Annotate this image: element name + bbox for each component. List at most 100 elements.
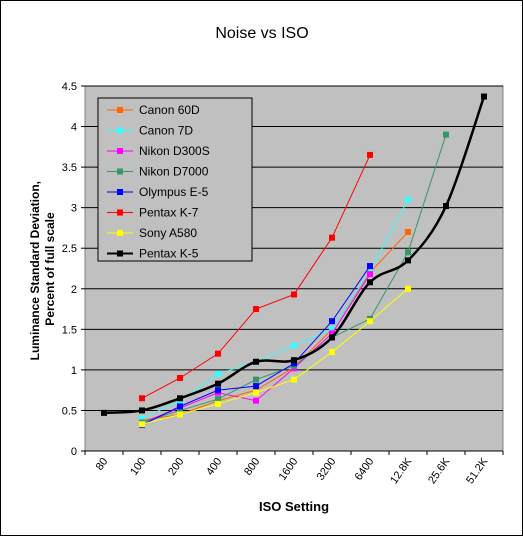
data-point-pentax-k-7 [367, 151, 373, 158]
data-point-sony-a580 [177, 411, 183, 418]
data-point-nikon-d7000 [177, 407, 183, 414]
y-tick-label: 3 [71, 203, 77, 215]
data-point-nikon-d7000 [215, 396, 221, 403]
legend: Canon 60D Canon 7D Nikon D300S Nikon D7000 O… [97, 97, 253, 262]
legend-label: Pentax K-7 [139, 206, 199, 220]
x-tick-label: 51.2K [464, 455, 491, 486]
legend-item-olympus-e-5: Olympus E-5 [107, 185, 209, 199]
legend-label: Pentax K-5 [139, 247, 199, 261]
x-tick-label: 100 [128, 456, 148, 478]
data-point-sony-a580 [405, 285, 411, 292]
legend-item-canon-60d: Canon 60D [107, 103, 200, 117]
legend-swatch-marker [117, 209, 123, 216]
data-point-canon-7d [367, 267, 373, 274]
legend-label: Olympus E-5 [139, 185, 209, 199]
x-tick-label: 12.8K [388, 455, 415, 486]
legend-item-pentax-k-7: Pentax K-7 [107, 206, 199, 220]
legend-swatch-marker [117, 148, 123, 154]
legend-item-sony-a580: Sony A580 [107, 226, 197, 240]
data-point-pentax-k-7 [215, 350, 221, 357]
data-point-pentax-k-5 [253, 358, 259, 365]
data-point-pentax-k-7 [139, 395, 145, 402]
data-point-pentax-k-5 [291, 357, 297, 364]
x-tick-label: 25.6K [426, 455, 453, 486]
data-point-nikon-d300s [367, 271, 373, 278]
data-point-nikon-d300s [253, 397, 259, 404]
y-tick-label: 1 [71, 365, 77, 377]
x-tick-label: 3200 [315, 456, 339, 483]
legend-label: Nikon D7000 [139, 165, 209, 179]
series-sony-a580 [139, 285, 411, 428]
series-line-canon-60d [141, 231, 409, 421]
data-point-pentax-k-5 [215, 380, 221, 387]
data-point-olympus-e-5 [291, 360, 297, 367]
y-tick-label: 2.5 [62, 243, 77, 255]
data-point-nikon-d7000 [253, 376, 259, 383]
y-tick-label: 3.5 [62, 162, 77, 174]
chart-title: Noise vs ISO [215, 25, 308, 42]
legend-item-nikon-d300s: Nikon D300S [107, 144, 210, 158]
y-axis-label-line-2: Percent of full scale [43, 212, 57, 326]
x-tick-label: 80 [94, 456, 111, 473]
series-pentax-k-5 [101, 93, 487, 416]
data-point-pentax-k-7 [329, 234, 335, 241]
y-tick-label: 4.5 [62, 81, 77, 93]
data-point-sony-a580 [139, 421, 145, 428]
data-point-olympus-e-5 [329, 318, 335, 325]
data-point-sony-a580 [329, 349, 335, 356]
legend-label: Canon 7D [139, 124, 193, 138]
series-line-pentax-k-5 [103, 96, 486, 415]
legend-swatch-marker [117, 168, 123, 175]
y-axis-label: Luminance Standard Deviation, Percent of… [28, 178, 57, 361]
data-point-canon-7d [215, 370, 221, 377]
y-axis-label-line-1: Luminance Standard Deviation, [28, 181, 42, 360]
legend-swatch-marker [117, 127, 123, 134]
data-point-canon-7d [405, 196, 411, 203]
gridlines [85, 85, 503, 411]
x-tick-label: 6400 [353, 456, 377, 483]
data-point-nikon-d7000 [443, 131, 449, 138]
legend-swatch-marker [117, 189, 123, 195]
data-point-nikon-d300s [329, 330, 335, 337]
data-point-pentax-k-5 [481, 93, 487, 100]
legend-item-pentax-k-5: Pentax K-5 [107, 247, 199, 261]
legend-swatch-marker [117, 250, 123, 257]
data-point-pentax-k-7 [291, 291, 297, 298]
data-point-canon-7d [329, 326, 335, 333]
legend-swatch-marker [117, 230, 123, 236]
data-point-pentax-k-5 [405, 257, 411, 264]
legend-box [97, 97, 253, 262]
data-point-pentax-k-5 [139, 407, 145, 414]
data-point-pentax-k-5 [367, 279, 373, 286]
x-tick-label: 1600 [277, 456, 301, 483]
data-point-sony-a580 [253, 389, 259, 396]
data-point-canon-60d [405, 229, 411, 235]
data-point-olympus-e-5 [253, 383, 259, 390]
y-tick-label: 4 [71, 122, 77, 134]
data-point-olympus-e-5 [215, 387, 221, 394]
data-point-canon-7d [139, 415, 145, 422]
data-point-pentax-k-7 [177, 375, 183, 381]
y-tick-label: 0 [71, 446, 77, 458]
y-tick-label: 2 [71, 284, 77, 296]
y-tick-label: 1.5 [62, 324, 77, 336]
legend-label: Sony A580 [139, 226, 197, 240]
y-axis: 0 0.5 1 1.5 2 2.5 3 3.5 4 4.5 [62, 81, 85, 458]
series-line-sony-a580 [141, 288, 409, 425]
data-point-pentax-k-5 [329, 334, 335, 341]
series-pentax-k-7 [139, 151, 373, 402]
data-point-nikon-d7000 [405, 249, 411, 256]
y-tick-label: 0.5 [62, 405, 77, 417]
data-point-pentax-k-5 [177, 395, 183, 402]
legend-item-nikon-d7000: Nikon D7000 [107, 165, 209, 179]
data-point-sony-a580 [367, 318, 373, 325]
x-axis-label: ISO Setting [259, 499, 329, 514]
data-point-pentax-k-5 [101, 409, 107, 416]
x-axis: 80 100 200 400 800 1600 3200 6400 12.8K 25.6K 51.2… [84, 450, 504, 486]
x-tick-label: 200 [166, 456, 186, 478]
data-point-canon-7d [291, 342, 297, 349]
data-point-olympus-e-5 [177, 403, 183, 410]
x-tick-label: 400 [204, 456, 224, 478]
data-point-sony-a580 [291, 376, 297, 383]
